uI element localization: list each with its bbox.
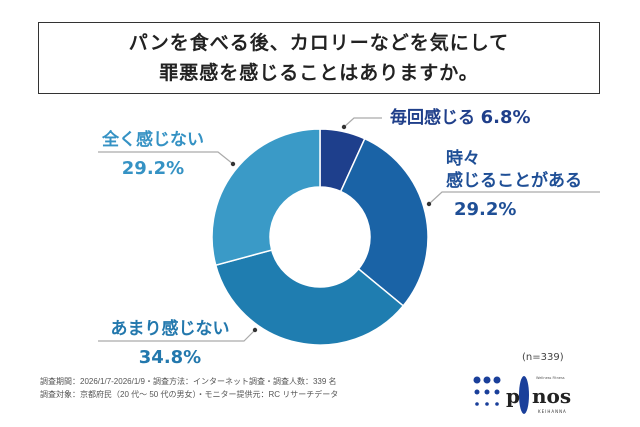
survey-notes: 調査期間：2026/1/7-2026/1/9・調査方法：インターネット調査・調査…: [40, 376, 450, 402]
donut-slice-2: [339, 137, 429, 307]
donut-slice-4: [211, 128, 321, 267]
pinos-logo: p nos KEIHANNA Wellness Fitness: [473, 376, 571, 414]
label-never: 全く感じない 29.2%: [98, 129, 208, 181]
leader-dot: [426, 201, 432, 207]
label-always-text: 毎回感じる: [390, 108, 475, 128]
sample-size: (n=339): [522, 352, 564, 363]
svg-text:p: p: [506, 384, 520, 408]
notes-line-2: 調査対象：京都府民（20 代～ 50 代の男女）・モニター提供元：RC リサーチ…: [40, 390, 339, 399]
label-sometimes-text1: 時々: [446, 149, 480, 169]
title-line-1: パンを食べる後、カロリーなどを気にして: [128, 32, 510, 54]
label-never-pct: 29.2%: [121, 158, 185, 179]
label-never-text: 全く感じない: [102, 130, 204, 150]
svg-text:nos: nos: [532, 384, 571, 408]
title-box: パンを食べる後、カロリーなどを気にして 罪悪感を感じることはありますか。: [38, 22, 600, 94]
label-always-pct: 6.8%: [480, 107, 531, 128]
leader-dot: [230, 161, 236, 167]
title-line-2: 罪悪感を感じることはありますか。: [159, 62, 479, 84]
svg-text:KEIHANNA: KEIHANNA: [538, 409, 567, 414]
label-sometimes: 時々 感じることがある 29.2%: [446, 148, 582, 222]
leader-dot: [252, 327, 258, 333]
label-rarely-pct: 34.8%: [138, 347, 202, 368]
label-rarely-text: あまり感じない: [110, 319, 230, 339]
label-sometimes-text2: 感じることがある: [446, 171, 582, 191]
leader-dot: [341, 124, 347, 130]
label-rarely: あまり感じない 34.8%: [100, 318, 240, 370]
donut-slice-3: [214, 249, 405, 346]
label-sometimes-pct: 29.2%: [454, 199, 517, 220]
svg-text:Wellness Fitness: Wellness Fitness: [536, 376, 565, 380]
leader-lines: [98, 117, 600, 342]
label-always: 毎回感じる 6.8%: [390, 106, 531, 130]
notes-line-1: 調査期間：2026/1/7-2026/1/9・調査方法：インターネット調査・調査…: [40, 377, 337, 386]
